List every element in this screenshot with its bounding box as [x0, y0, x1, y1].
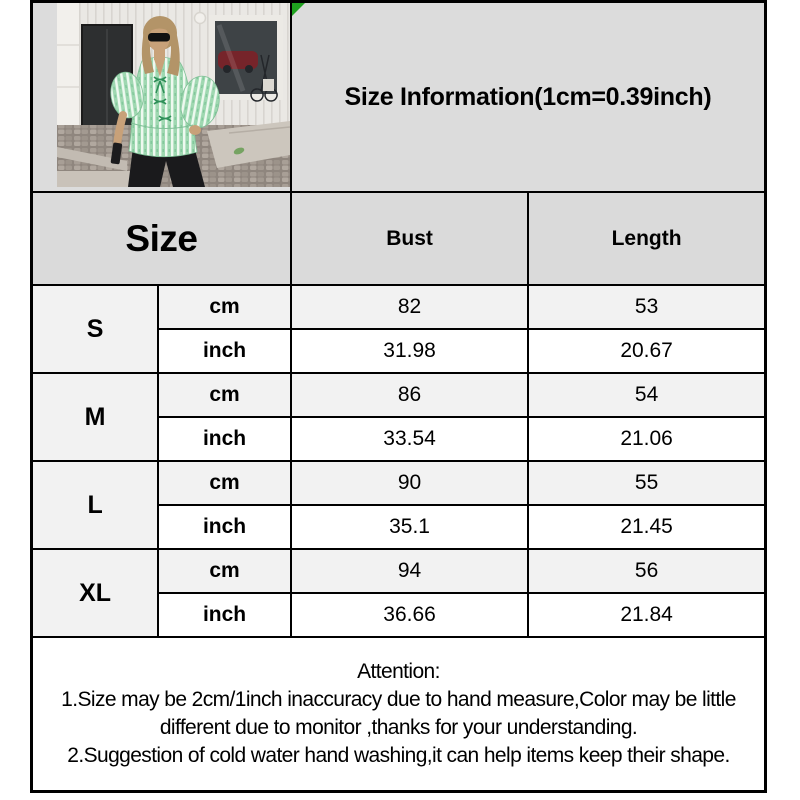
model-figure: [110, 16, 220, 187]
size-label-xl: XL: [30, 548, 160, 638]
bust-value: 36.66: [289, 592, 530, 638]
bust-value: 82: [289, 284, 530, 330]
front-ties: [153, 76, 172, 122]
unit-label: inch: [157, 416, 292, 462]
unit-label: cm: [157, 284, 292, 330]
length-value: 54: [527, 372, 767, 418]
black-pants: [127, 147, 205, 187]
table-row-l-inch: inch 35.1 21.45: [32, 504, 767, 550]
length-value: 21.06: [527, 416, 767, 462]
attention-line: different due to monitor ,thanks for you…: [159, 716, 638, 739]
length-value: 20.67: [527, 328, 767, 374]
attention-heading: Attention:: [357, 660, 440, 683]
attention-note: Attention: 1.Size may be 2cm/1inch inacc…: [30, 636, 767, 793]
size-label-l: L: [30, 460, 160, 550]
sidewalk: [206, 121, 289, 168]
red-car-reflection: [217, 51, 258, 69]
unit-label: cm: [157, 460, 292, 506]
size-chart-sheet: Size Information(1cm=0.39inch) Size Bust…: [30, 0, 767, 793]
shop-window: [208, 15, 283, 102]
size-info-title: Size Information(1cm=0.39inch): [344, 82, 712, 111]
attention-line: 2.Suggestion of cold water hand washing,…: [67, 744, 730, 767]
attention-row: Attention: 1.Size may be 2cm/1inch inacc…: [30, 636, 767, 793]
unit-label: inch: [157, 592, 292, 638]
table-row-xl-inch: inch 36.66 21.84: [32, 592, 767, 638]
attention-line: 1.Size may be 2cm/1inch inaccuracy due t…: [61, 688, 736, 711]
size-label-m: M: [30, 372, 160, 462]
product-photo-cell: [30, 0, 292, 193]
bicycle-reflection: [250, 54, 278, 102]
top-row: Size Information(1cm=0.39inch): [30, 0, 767, 193]
size-info-title-cell: Size Information(1cm=0.39inch): [289, 0, 767, 193]
table-row-m-cm: M cm 86 54: [30, 372, 767, 462]
wall-lamp: [193, 11, 207, 25]
cell-warning-triangle-icon: [292, 3, 305, 16]
unit-label: cm: [157, 548, 292, 594]
bust-value: 86: [289, 372, 530, 418]
product-photo-illustration: [56, 3, 289, 187]
sunglasses: [147, 33, 170, 42]
leaf: [233, 147, 245, 155]
bust-value: 94: [289, 548, 530, 594]
table-row-xl-cm: XL cm 94 56: [30, 548, 767, 638]
size-label-s: S: [30, 284, 160, 374]
unit-label: cm: [157, 372, 292, 418]
bust-value: 33.54: [289, 416, 530, 462]
length-value: 55: [527, 460, 767, 506]
curb: [56, 147, 127, 171]
table-row-l-cm: L cm 90 55: [30, 460, 767, 550]
length-value: 21.45: [527, 504, 767, 550]
length-value: 21.84: [527, 592, 767, 638]
unit-label: inch: [157, 328, 292, 374]
length-column-header: Length: [527, 191, 767, 286]
unit-label: inch: [157, 504, 292, 550]
bust-value: 31.98: [289, 328, 530, 374]
column-header-row: Size Bust Length: [30, 191, 767, 286]
size-column-header: Size: [30, 191, 292, 286]
hand-on-hip: [188, 125, 201, 135]
table-row-s-cm: S cm 82 53: [30, 284, 767, 374]
phone: [110, 142, 123, 165]
length-value: 53: [527, 284, 767, 330]
puff-sleeve-left: [110, 71, 144, 119]
length-value: 56: [527, 548, 767, 594]
bust-column-header: Bust: [289, 191, 530, 286]
size-table: Size Information(1cm=0.39inch) Size Bust…: [30, 0, 767, 793]
table-row-s-inch: inch 31.98 20.67: [32, 328, 767, 374]
bust-value: 90: [289, 460, 530, 506]
table-row-m-inch: inch 33.54 21.06: [32, 416, 767, 462]
product-photo: [56, 3, 289, 187]
bust-value: 35.1: [289, 504, 530, 550]
